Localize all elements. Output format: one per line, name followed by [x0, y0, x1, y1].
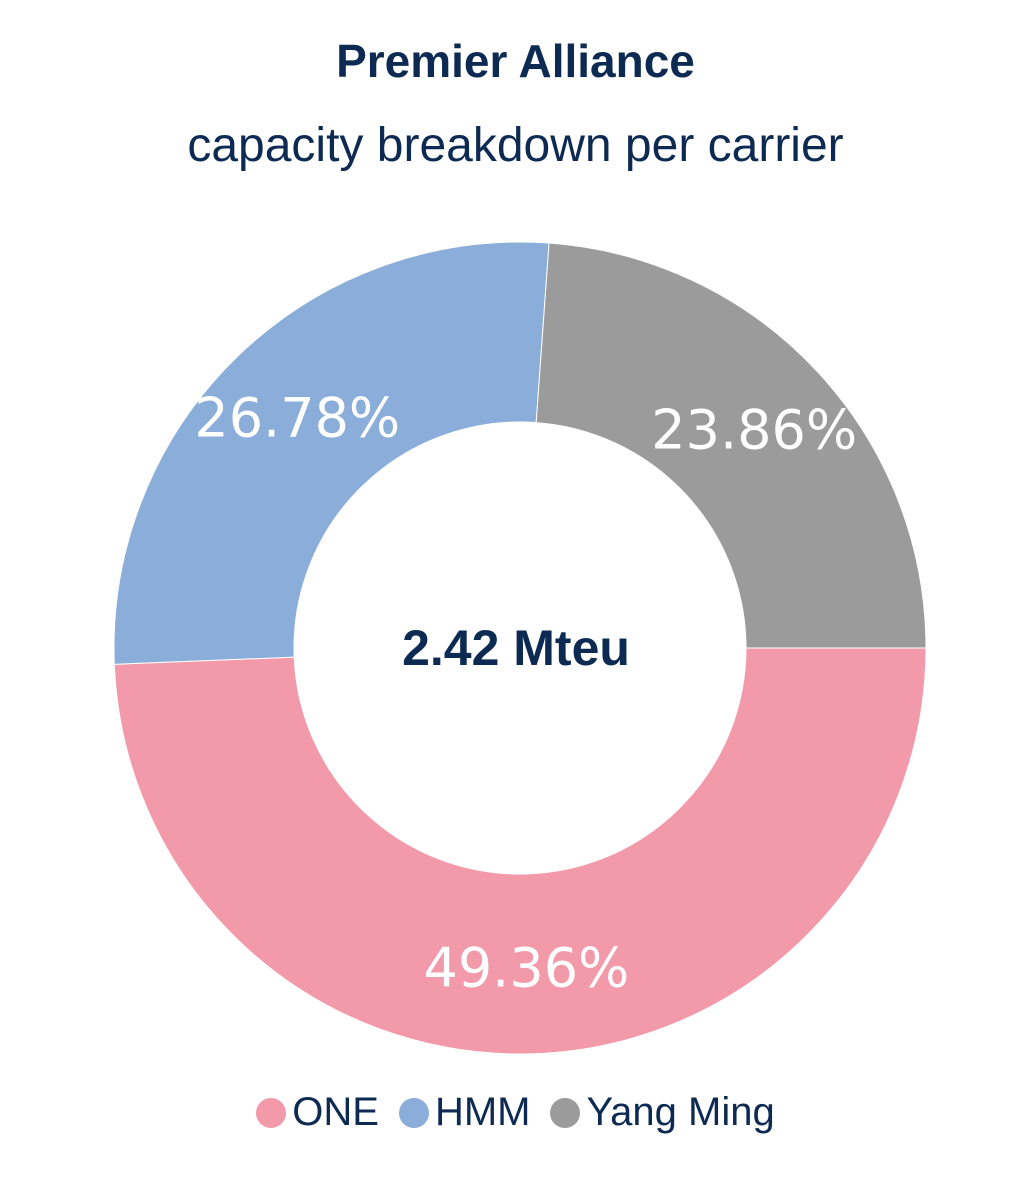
legend-label-hmm: HMM [434, 1090, 531, 1134]
chart-legend: ONE HMM Yang Ming [0, 1090, 1031, 1135]
legend-dot-one [256, 1097, 287, 1128]
chart-subtitle: capacity breakdown per carrier [187, 119, 844, 172]
legend-dot-yang-ming [550, 1097, 581, 1128]
slice-hmm [113, 241, 550, 665]
slice-label-yang-ming: 23.86% [651, 398, 857, 461]
center-total-label: 2.42 Mteu [402, 620, 630, 676]
slice-label-hmm: 26.78% [194, 387, 400, 450]
legend-item-hmm: HMM [398, 1090, 531, 1135]
legend-item-one: ONE [256, 1090, 379, 1135]
legend-item-yang-ming: Yang Ming [550, 1090, 775, 1135]
slice-one [113, 647, 927, 1055]
legend-dot-hmm [398, 1097, 429, 1128]
chart-title: Premier Alliance [336, 35, 695, 87]
slice-label-one: 49.36% [423, 936, 629, 999]
slice-yang-ming [535, 242, 927, 649]
legend-label-one: ONE [292, 1090, 379, 1134]
legend-label-yang-ming: Yang Ming [586, 1090, 775, 1134]
